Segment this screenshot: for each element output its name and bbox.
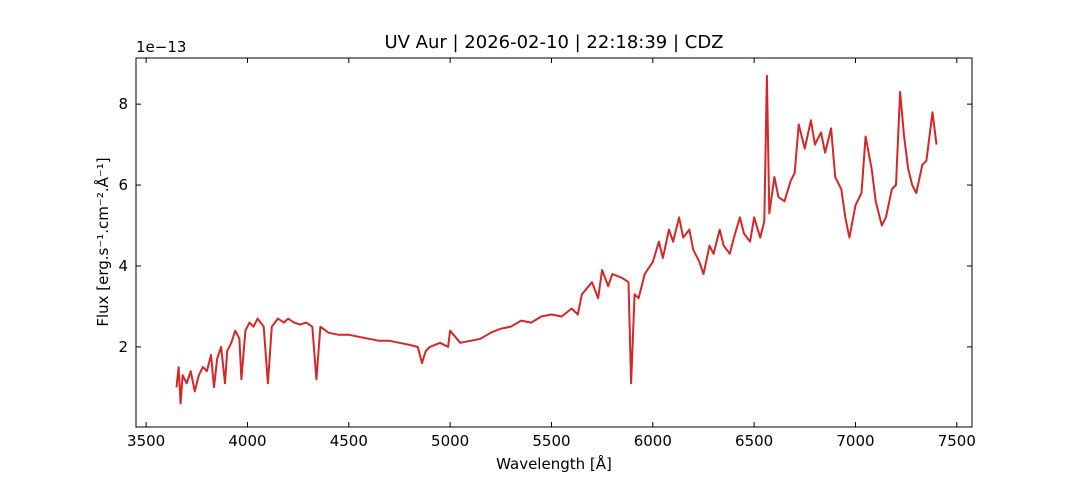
spectrum-line <box>175 74 938 405</box>
x-tick-label: 4500 <box>330 432 368 450</box>
y-tick-label: 2 <box>118 338 128 356</box>
y-tick-label: 8 <box>118 95 128 113</box>
y-offset-label: 1e−13 <box>136 38 186 56</box>
x-tick-label: 5000 <box>431 432 469 450</box>
x-tick-label: 6000 <box>634 432 672 450</box>
x-tick-label: 4000 <box>228 432 266 450</box>
x-tick-label: 3500 <box>127 432 165 450</box>
x-tick-label: 5500 <box>532 432 570 450</box>
y-tick-label: 4 <box>118 257 128 275</box>
plot-frame <box>135 57 973 428</box>
chart-title: UV Aur | 2026-02-10 | 22:18:39 | CDZ <box>384 32 723 53</box>
x-tick-label: 7500 <box>938 432 976 450</box>
x-tick-label: 7000 <box>836 432 874 450</box>
x-tick-label: 6500 <box>735 432 773 450</box>
x-axis-label: Wavelength [Å] <box>496 454 612 473</box>
y-axis-label: Flux [erg.s⁻¹.cm⁻².Å⁻¹] <box>93 157 112 326</box>
y-tick-label: 6 <box>118 176 128 194</box>
